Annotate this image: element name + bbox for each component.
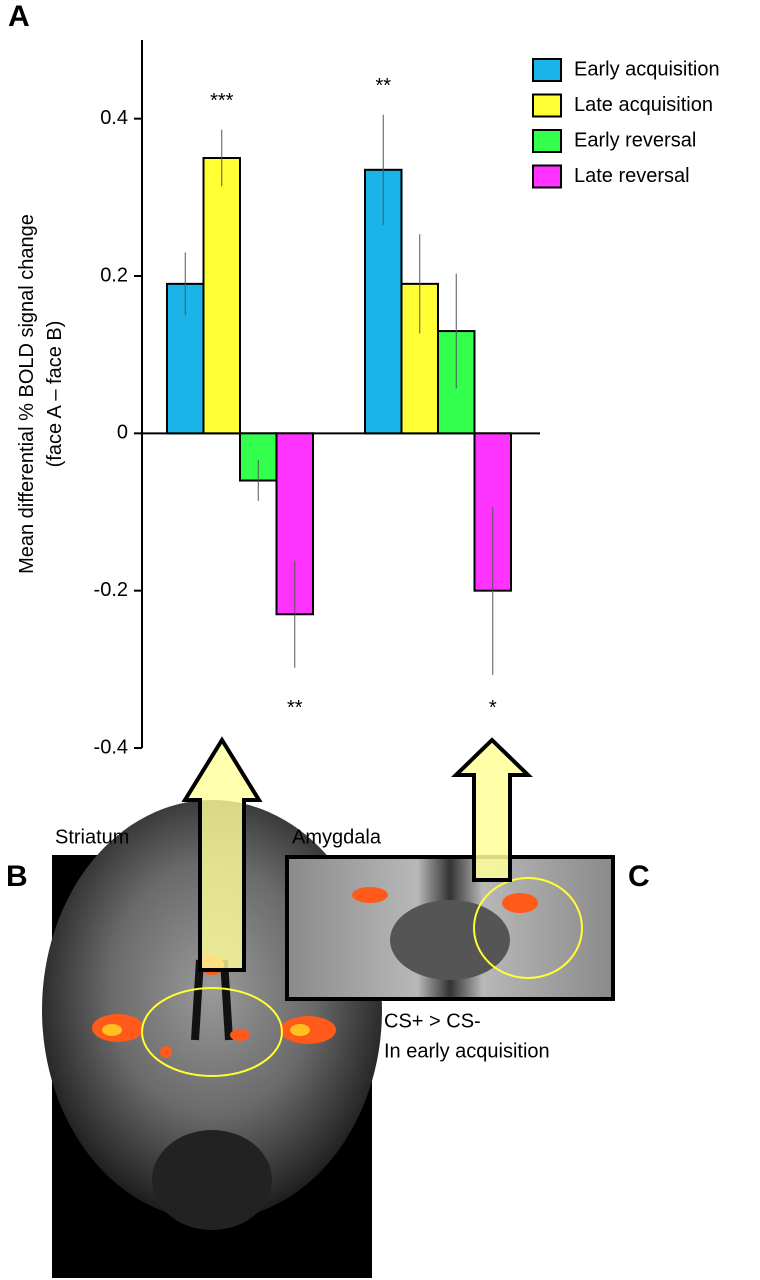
image-label: Amygdala <box>292 826 382 848</box>
arrow <box>451 737 533 882</box>
y-tick-label: -0.2 <box>94 579 128 601</box>
legend-label: Early reversal <box>574 129 696 151</box>
legend-label: Late reversal <box>574 165 690 187</box>
legend-swatch <box>532 93 562 118</box>
legend-label: Late acquisition <box>574 94 713 116</box>
y-tick-label: -0.4 <box>94 736 128 758</box>
legend-swatch <box>532 58 562 82</box>
caption: In early acquisition <box>384 1040 550 1062</box>
y-tick-label: 0.2 <box>100 264 128 286</box>
significance: ** <box>287 697 303 719</box>
y-tick-label: 0 <box>117 422 128 444</box>
y-axis-label-line: Mean differential % BOLD signal change <box>16 214 38 574</box>
y-axis-label: Mean differential % BOLD signal change (f… <box>16 214 66 574</box>
caption: CS+ > CS- <box>384 1010 481 1032</box>
legend-label: Early acquisition <box>574 58 720 80</box>
y-axis-label-line: (face A – face B) <box>44 321 66 468</box>
arrow <box>181 736 263 972</box>
legend-swatch <box>532 129 562 153</box>
amygdala-image <box>285 855 615 1001</box>
panel-label: C <box>628 860 650 893</box>
panel-label: B <box>6 860 28 893</box>
image-label: Striatum <box>55 826 129 848</box>
legend-swatch <box>532 164 562 189</box>
significance: ** <box>375 75 391 97</box>
significance: * <box>489 697 497 719</box>
bar <box>202 157 241 435</box>
panel-label: A <box>8 0 30 33</box>
significance: *** <box>210 90 234 112</box>
y-tick-label: 0.4 <box>100 107 128 129</box>
